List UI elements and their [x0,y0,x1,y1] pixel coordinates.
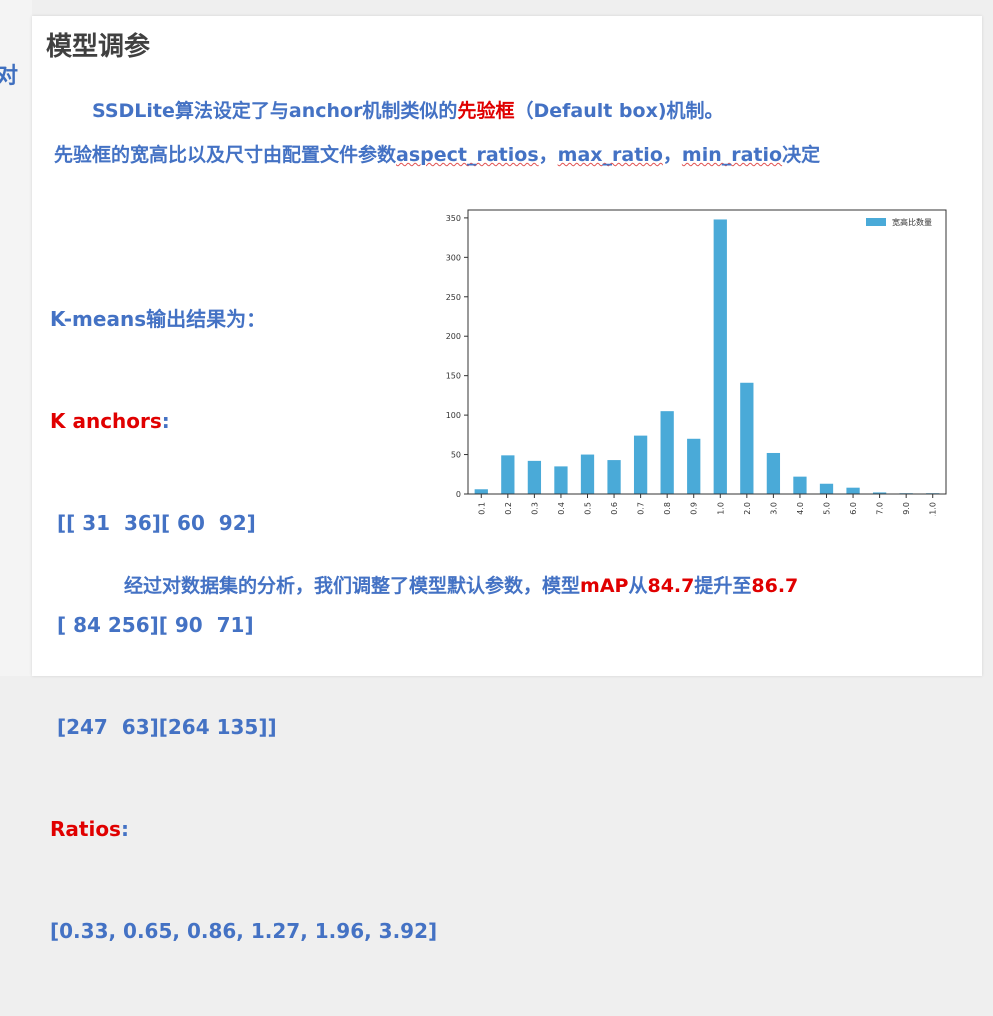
x-tick-label: 7.0 [876,502,885,515]
map-before: 84.7 [647,575,695,597]
map-after: 86.7 [751,575,799,597]
histogram-bar [501,455,515,494]
histogram-bar [713,219,727,494]
legend-label: 宽高比数量 [892,217,932,227]
conclusion-raise-word: 提升至 [694,575,752,597]
y-tick-label: 150 [446,372,461,381]
kmeans-result-block: K-means输出结果为： K anchors: [[ 31 36][ 60 9… [50,234,437,1016]
x-tick-label: 0.8 [663,502,672,515]
y-tick-label: 200 [446,332,461,341]
histogram-bar [607,460,621,494]
anchor-row: [247 63][264 135]] [50,715,277,739]
conclusion-line: 经过对数据集的分析，我们调整了模型默认参数，模型mAP从84.7提升至86.7 [124,571,798,598]
x-tick-label: 0.7 [637,502,646,515]
y-tick-label: 50 [451,451,461,460]
slide-title: 模型调参 [46,32,151,62]
intro-line-1-tail: （Default box)机制。 [514,100,724,122]
histogram-bar [554,466,568,494]
kmeans-header: K-means输出结果为： [50,307,267,331]
intro-line-2: 先验框的宽高比以及尺寸由配置文件参数aspect_ratios，max_rati… [54,140,820,167]
intro-line-2-tail: 决定 [782,144,821,166]
x-tick-label: 1.0 [716,502,725,515]
histogram-bar [660,411,674,494]
x-tick-label: 5.0 [823,502,832,515]
histogram-bar [766,452,781,494]
x-tick-label: 4.0 [796,502,805,515]
conclusion-from-word: 从 [628,575,648,597]
separator-1: ， [538,144,558,166]
metric-name: mAP [580,575,629,597]
anchors-label-line: K anchors: [50,404,437,438]
x-tick-label: 0.4 [557,502,566,515]
ratios-label-line: Ratios: [50,812,437,846]
separator-2: ， [662,144,682,166]
default-box-highlight: 先验框 [457,100,515,122]
x-tick-label: 0.2 [504,502,513,515]
aspect-ratio-histogram: 0 50 100 150 200 250 300 350 0.1 0.2 0.3 0.4 0.5 0.6 0… [446,209,947,516]
conclusion-text: 经过对数据集的分析，我们调整了模型默认参数，模型 [124,575,581,597]
histogram-bar [633,435,648,494]
legend-swatch [866,218,886,226]
intro-line-2-text: 先验框的宽高比以及尺寸由配置文件参数 [54,144,397,166]
x-tick-label: 0.1 [477,502,486,515]
param-max-ratio: max_ratio [557,144,663,166]
y-tick-label: 250 [446,293,461,302]
ratios-value: [0.33, 0.65, 0.86, 1.27, 1.96, 3.92] [50,919,438,943]
y-tick-label: 350 [446,214,461,223]
intro-line-1-text: SSDLite算法设定了与anchor机制类似的 [92,100,458,122]
slide: 模型调参 SSDLite算法设定了与anchor机制类似的先验框（Default… [32,16,982,943]
x-tick-label: 3.0 [769,502,778,515]
y-tick-label: 0 [456,490,461,499]
histogram-bar [474,489,488,494]
anchors-colon: : [161,409,170,433]
x-tick-label: 0.6 [610,502,619,515]
param-aspect-ratios: aspect_ratios [396,144,539,166]
histogram-bar [580,454,595,494]
anchor-row: [[ 31 36][ 60 92] [50,511,256,535]
y-tick-label: 100 [446,411,461,420]
param-min-ratio: min_ratio [681,144,783,166]
x-tick-label: 11.0 [929,502,938,516]
ratios-colon: : [120,817,129,841]
anchors-label: K anchors [50,409,162,433]
histogram-bar [846,487,860,494]
previous-slide-fragment: 对 [0,64,19,89]
ratios-label: Ratios [50,817,121,841]
x-tick-label: 9.0 [902,502,911,515]
histogram-bar [687,438,701,494]
x-tick-label: 0.5 [584,502,593,515]
histogram-bar [819,483,834,494]
x-tick-label: 0.9 [690,502,699,515]
previous-slide-strip: 对 [0,0,32,676]
x-tick-label: 2.0 [743,502,752,515]
histogram-bar [740,382,754,494]
y-tick-label: 300 [446,253,461,262]
x-tick-label: 6.0 [849,502,858,515]
histogram-bar [793,476,807,494]
histogram-bar [527,460,542,494]
histogram-bar [872,492,887,494]
anchor-row: [ 84 256][ 90 71] [50,613,254,637]
intro-line-1: SSDLite算法设定了与anchor机制类似的先验框（Default box)… [92,96,724,123]
plot-frame [467,209,947,495]
x-tick-label: 0.3 [530,502,539,515]
